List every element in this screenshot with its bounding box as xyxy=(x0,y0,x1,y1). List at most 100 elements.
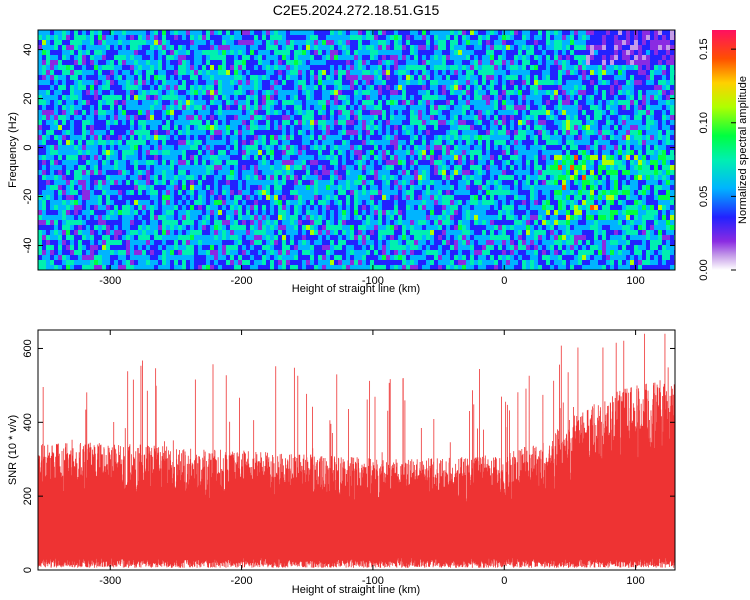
heatmap-cell xyxy=(62,45,66,50)
heatmap-cell xyxy=(258,70,262,75)
heatmap-cell xyxy=(666,170,670,175)
heatmap-cell xyxy=(110,145,114,150)
heatmap-cell xyxy=(306,170,310,175)
heatmap-cell xyxy=(506,95,510,100)
heatmap-cell xyxy=(142,90,146,95)
heatmap-cell xyxy=(498,85,502,90)
heatmap-cell xyxy=(374,35,378,40)
heatmap-cell xyxy=(262,170,266,175)
heatmap-cell xyxy=(542,105,546,110)
heatmap-cell xyxy=(330,175,334,180)
heatmap-cell xyxy=(394,170,398,175)
heatmap-cell xyxy=(330,65,334,70)
heatmap-cell xyxy=(422,65,426,70)
heatmap-cell xyxy=(174,185,178,190)
heatmap-cell xyxy=(106,115,110,120)
heatmap-cell xyxy=(614,75,618,80)
heatmap-cell xyxy=(522,175,526,180)
heatmap-cell xyxy=(430,65,434,70)
heatmap-cell xyxy=(294,60,298,65)
heatmap-cell xyxy=(542,90,546,95)
heatmap-cell xyxy=(266,170,270,175)
heatmap-cell xyxy=(470,110,474,115)
heatmap-cell xyxy=(130,145,134,150)
heatmap-cell xyxy=(38,175,42,180)
heatmap-cell xyxy=(298,60,302,65)
heatmap-cell xyxy=(290,30,294,35)
heatmap-cell xyxy=(294,155,298,160)
heatmap-cell xyxy=(502,150,506,155)
heatmap-cell xyxy=(402,125,406,130)
heatmap-cell xyxy=(74,150,78,155)
heatmap-cell xyxy=(630,35,634,40)
heatmap-cell xyxy=(666,65,670,70)
heatmap-cell xyxy=(110,30,114,35)
heatmap-cell xyxy=(190,170,194,175)
heatmap-cell xyxy=(566,170,570,175)
heatmap-cell xyxy=(302,40,306,45)
heatmap-cell xyxy=(106,95,110,100)
heatmap-cell xyxy=(126,145,130,150)
heatmap-cell xyxy=(386,160,390,165)
heatmap-cell xyxy=(330,150,334,155)
heatmap-cell xyxy=(118,70,122,75)
heatmap-cell xyxy=(358,85,362,90)
heatmap-cell xyxy=(434,60,438,65)
heatmap-cell xyxy=(110,140,114,145)
heatmap-cell xyxy=(310,170,314,175)
heatmap-cell xyxy=(610,145,614,150)
heatmap-cell xyxy=(174,145,178,150)
heatmap-cell xyxy=(206,50,210,55)
heatmap-cell xyxy=(366,130,370,135)
heatmap-cell xyxy=(42,185,46,190)
heatmap-cell xyxy=(546,45,550,50)
heatmap-cell xyxy=(438,55,442,60)
heatmap-cell xyxy=(230,165,234,170)
heatmap-cell xyxy=(594,75,598,80)
heatmap-cell xyxy=(182,155,186,160)
heatmap-cell xyxy=(122,105,126,110)
heatmap-cell xyxy=(526,150,530,155)
heatmap-cell xyxy=(602,65,606,70)
heatmap-cell xyxy=(482,70,486,75)
heatmap-cell xyxy=(290,145,294,150)
heatmap-cell xyxy=(422,100,426,105)
heatmap-cell xyxy=(306,90,310,95)
heatmap-cell xyxy=(42,35,46,40)
heatmap-cell xyxy=(210,180,214,185)
heatmap-cell xyxy=(298,160,302,165)
heatmap-cell xyxy=(210,170,214,175)
heatmap-cell xyxy=(242,120,246,125)
heatmap-cell xyxy=(78,165,82,170)
heatmap-cell xyxy=(650,60,654,65)
heatmap-cell xyxy=(626,95,630,100)
heatmap-cell xyxy=(558,60,562,65)
heatmap-cell xyxy=(594,180,598,185)
heatmap-cell xyxy=(606,70,610,75)
heatmap-cell xyxy=(214,30,218,35)
heatmap-cell xyxy=(458,45,462,50)
heatmap-cell xyxy=(446,125,450,130)
heatmap-cell xyxy=(326,40,330,45)
heatmap-cell xyxy=(62,75,66,80)
heatmap-cell xyxy=(134,50,138,55)
heatmap-cell xyxy=(54,125,58,130)
heatmap-cell xyxy=(522,90,526,95)
heatmap-cell xyxy=(426,85,430,90)
heatmap-cell xyxy=(206,105,210,110)
heatmap-cell xyxy=(526,85,530,90)
heatmap-cell xyxy=(218,70,222,75)
heatmap-cell xyxy=(306,40,310,45)
heatmap-cell xyxy=(374,105,378,110)
heatmap-cell xyxy=(366,65,370,70)
heatmap-cell xyxy=(286,55,290,60)
heatmap-cell xyxy=(334,55,338,60)
heatmap-cell xyxy=(338,100,342,105)
heatmap-cell xyxy=(358,40,362,45)
heatmap-cell xyxy=(238,170,242,175)
heatmap-cell xyxy=(126,40,130,45)
heatmap-cell xyxy=(590,150,594,155)
heatmap-cell xyxy=(554,150,558,155)
heatmap-cell xyxy=(590,95,594,100)
heatmap-cell xyxy=(642,155,646,160)
